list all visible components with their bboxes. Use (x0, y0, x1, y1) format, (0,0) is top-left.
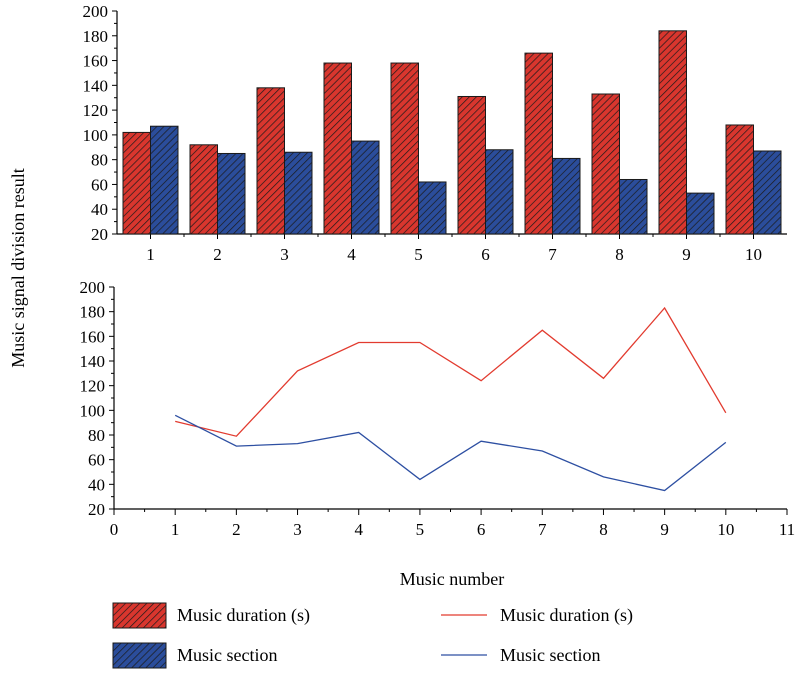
y-tick-label: 140 (80, 352, 106, 371)
y-tick-label: 160 (80, 327, 106, 346)
x-tick-label: 11 (779, 520, 795, 539)
legend-item: Music section (441, 645, 601, 665)
y-tick-label: 20 (91, 225, 108, 244)
x-tick-label: 4 (354, 520, 363, 539)
y-tick-label: 180 (80, 303, 106, 322)
bar-music-section (619, 178, 648, 235)
x-tick-label: 5 (414, 245, 423, 264)
bar-chart-panel: 20 40 60 80 100 120 140 160 180 200 1 2 3 4 5 6 7 8 9 10 (83, 2, 787, 264)
bar-music-section (217, 152, 246, 235)
x-tick-label: 4 (347, 245, 356, 264)
x-tick-label: 8 (599, 520, 608, 539)
x-tick-label: 10 (745, 245, 762, 264)
y-tick-label: 200 (80, 278, 106, 297)
y-tick-label: 40 (91, 200, 108, 219)
x-tick-label: 2 (232, 520, 241, 539)
bar-music-section (753, 150, 782, 235)
x-tick-label: 6 (477, 520, 486, 539)
x-tick-label: 9 (682, 245, 691, 264)
y-tick-label: 100 (83, 126, 109, 145)
bar-music-section (485, 149, 514, 235)
x-axis-title: Music number (400, 569, 504, 589)
y-tick-label: 60 (88, 451, 105, 470)
y-tick-label: 80 (91, 151, 108, 170)
bar-music-section (686, 192, 715, 235)
x-tick-label: 10 (717, 520, 734, 539)
legend-swatch-bar-section (112, 642, 167, 669)
y-tick-label: 180 (83, 27, 109, 46)
legend-label: Music duration (s) (500, 605, 633, 626)
legend: Music duration (s) Music duration (s) Musi… (112, 602, 633, 669)
bar-music-section (418, 181, 447, 235)
legend-label: Music section (500, 645, 601, 665)
line-music-section (174, 414, 727, 492)
bar-music-duration (658, 30, 687, 235)
x-tick-label: 2 (213, 245, 222, 264)
y-tick-label: 40 (88, 475, 105, 494)
bar-music-section (552, 157, 581, 235)
y-tick-label: 140 (83, 76, 109, 95)
bar-music-duration (591, 93, 620, 235)
y-tick-label: 120 (83, 101, 109, 120)
legend-item: Music section (112, 642, 278, 669)
x-tick-label: 7 (548, 245, 557, 264)
legend-label: Music duration (s) (177, 605, 310, 626)
line-chart-panel: 20 40 60 80 100 120 140 160 180 200 0 1 2 3 4 5 6 7 8 9 10 11 (80, 278, 796, 539)
bar-music-duration (524, 52, 553, 235)
x-tick-label: 9 (660, 520, 669, 539)
x-tick-label: 3 (280, 245, 289, 264)
y-tick-label: 200 (83, 2, 109, 21)
x-tick-label: 5 (416, 520, 425, 539)
x-tick-label: 3 (293, 520, 302, 539)
x-tick-label: 7 (538, 520, 547, 539)
bar-music-duration (256, 87, 285, 235)
x-tick-label: 0 (110, 520, 119, 539)
legend-item: Music duration (s) (112, 602, 310, 629)
y-tick-label: 60 (91, 175, 108, 194)
y-tick-label: 160 (83, 52, 109, 71)
x-tick-label: 1 (171, 520, 180, 539)
bar-music-section (150, 125, 179, 235)
y-tick-label: 80 (88, 426, 105, 445)
bar-music-duration (725, 124, 754, 235)
bar-music-duration (189, 144, 218, 235)
x-tick-label: 1 (146, 245, 155, 264)
y-tick-label: 20 (88, 500, 105, 519)
legend-label: Music section (177, 645, 278, 665)
y-tick-label: 120 (80, 377, 106, 396)
y-axis-title: Music signal division result (8, 168, 28, 368)
line-music-duration (175, 306, 727, 437)
bar-music-duration (457, 95, 486, 235)
bar-music-duration (390, 62, 419, 235)
bar-music-section (284, 151, 313, 235)
bar-music-section (351, 140, 380, 235)
legend-item: Music duration (s) (441, 605, 633, 626)
x-tick-label: 6 (481, 245, 490, 264)
y-tick-label: 100 (80, 401, 106, 420)
legend-swatch-bar-duration (112, 602, 167, 629)
bar-music-duration (122, 131, 151, 235)
bar-music-duration (323, 62, 352, 235)
x-tick-label: 8 (615, 245, 624, 264)
